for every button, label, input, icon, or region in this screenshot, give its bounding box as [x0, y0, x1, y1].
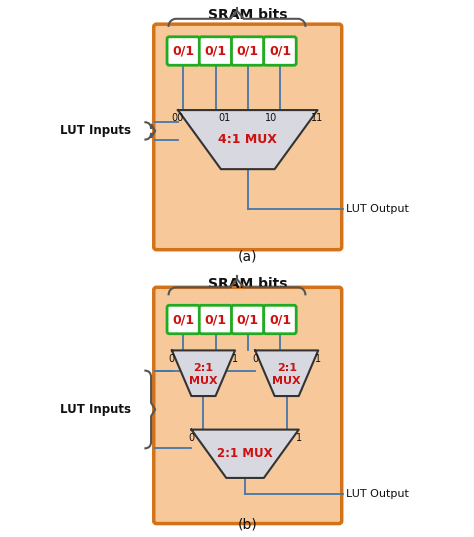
Text: LUT Inputs: LUT Inputs: [60, 403, 131, 416]
FancyBboxPatch shape: [199, 37, 232, 65]
FancyBboxPatch shape: [231, 37, 264, 65]
Text: 0/1: 0/1: [237, 313, 259, 326]
FancyBboxPatch shape: [167, 37, 200, 65]
Polygon shape: [191, 430, 299, 478]
FancyBboxPatch shape: [264, 37, 296, 65]
Text: 11: 11: [311, 113, 324, 124]
Text: 0/1: 0/1: [269, 313, 291, 326]
Text: SRAM bits: SRAM bits: [208, 277, 288, 291]
Text: LUT Output: LUT Output: [346, 205, 409, 214]
Text: 00: 00: [172, 113, 184, 124]
FancyBboxPatch shape: [154, 287, 342, 524]
Text: 01: 01: [219, 113, 230, 124]
Text: MUX: MUX: [273, 376, 301, 387]
Text: 1: 1: [232, 354, 238, 364]
Text: 0/1: 0/1: [172, 313, 194, 326]
Text: (b): (b): [238, 518, 257, 532]
Text: 0: 0: [252, 354, 258, 364]
FancyBboxPatch shape: [199, 305, 232, 333]
Text: 0/1: 0/1: [237, 45, 259, 57]
Text: 1: 1: [315, 354, 321, 364]
Text: 0/1: 0/1: [204, 313, 227, 326]
Text: SRAM bits: SRAM bits: [208, 8, 288, 22]
Text: 2:1: 2:1: [193, 362, 213, 373]
Text: 2:1: 2:1: [277, 362, 297, 373]
Text: 0/1: 0/1: [172, 45, 194, 57]
FancyBboxPatch shape: [154, 24, 342, 250]
Text: MUX: MUX: [189, 376, 218, 387]
Polygon shape: [178, 110, 318, 169]
Text: 0/1: 0/1: [204, 45, 227, 57]
Text: 0: 0: [188, 433, 194, 443]
Text: LUT Inputs: LUT Inputs: [60, 125, 131, 137]
FancyBboxPatch shape: [167, 305, 200, 333]
Text: 4:1 MUX: 4:1 MUX: [219, 133, 277, 146]
Polygon shape: [172, 351, 235, 396]
Text: 2:1 MUX: 2:1 MUX: [217, 447, 273, 460]
Text: 10: 10: [265, 113, 277, 124]
FancyBboxPatch shape: [264, 305, 296, 333]
Polygon shape: [255, 351, 318, 396]
Text: 1: 1: [296, 433, 302, 443]
Text: 0/1: 0/1: [269, 45, 291, 57]
Text: (a): (a): [238, 249, 257, 263]
FancyBboxPatch shape: [231, 305, 264, 333]
Text: LUT Output: LUT Output: [346, 489, 409, 499]
Text: 0: 0: [169, 354, 175, 364]
